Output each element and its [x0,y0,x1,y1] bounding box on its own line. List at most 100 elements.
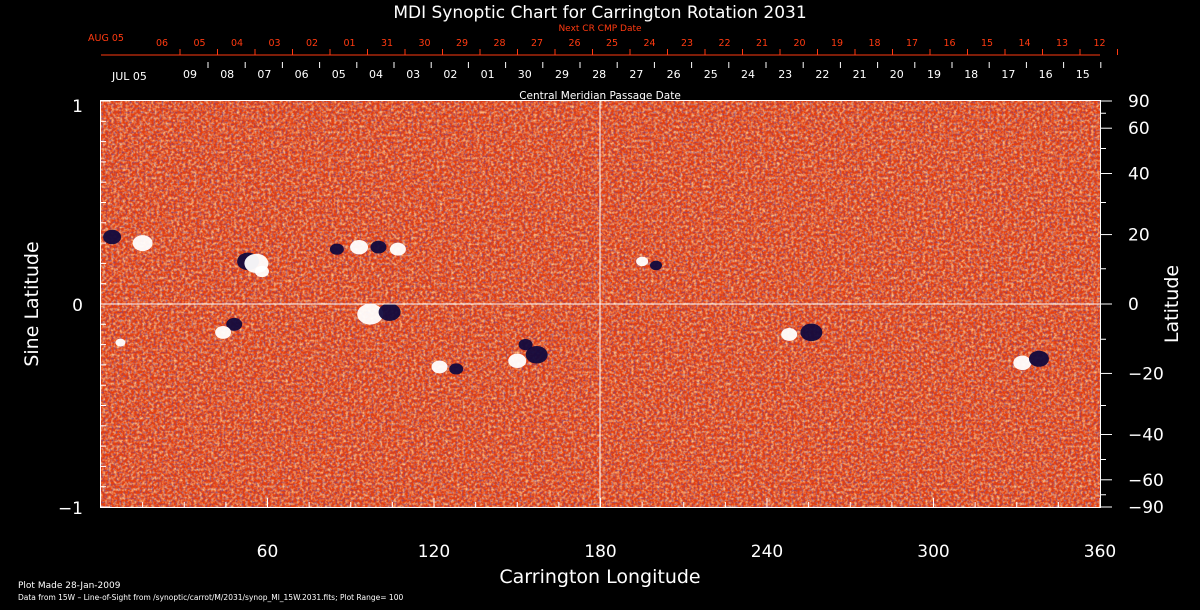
positive-region [132,235,153,252]
red-day-label: 28 [493,38,505,49]
top-red-axis-month: AUG 05 [88,33,124,44]
red-day-label: 03 [268,38,280,49]
lat-tick-label: −40 [1128,425,1164,445]
white-day-label: 21 [853,68,867,81]
y-tick-0: 0 [72,296,83,316]
white-day-label: 17 [1001,68,1015,81]
lat-tick-label: 90 [1128,92,1150,112]
positive-region [781,328,798,341]
red-day-label: 21 [756,38,768,49]
negative-region [226,317,243,331]
x-tick-label: 240 [751,542,783,562]
negative-region [525,345,548,364]
lat-tick-label: 40 [1128,165,1150,185]
x-tick-label: 60 [257,542,279,562]
red-day-label: 06 [156,38,168,49]
white-day-label: 05 [332,68,346,81]
white-day-label: 22 [815,68,829,81]
white-day-label: 28 [592,68,606,81]
white-day-label: 06 [295,68,309,81]
red-day-label: 14 [1018,38,1030,49]
red-day-label: 31 [381,38,393,49]
red-day-label: 20 [793,38,805,49]
chart-title: MDI Synoptic Chart for Carrington Rotati… [393,3,806,23]
top-red-axis-label: Next CR CMP Date [558,24,642,34]
x-tick-labels: 60 120 180 240 300 360 [257,542,1117,562]
positive-region [508,353,527,369]
red-day-label: 26 [568,38,580,49]
red-day-label: 02 [306,38,318,49]
positive-region [389,242,406,256]
negative-region [449,363,464,375]
negative-region [650,260,662,271]
white-day-label: 26 [667,68,681,81]
red-day-label: 25 [606,38,618,49]
white-day-label: 29 [555,68,569,81]
negative-region [518,339,533,351]
top-white-axis-label: Central Meridian Passage Date [519,90,681,102]
red-day-label: 29 [456,38,468,49]
positive-region [350,239,369,255]
negative-region [103,229,122,245]
top-white-axis-ticks: 09 08 07 06 05 04 03 02 01 30 29 28 27 26 25 24 23 22 21 20… [183,62,1102,81]
top-white-axis-month: JUL 05 [111,70,147,83]
y-tick-1: 1 [72,97,83,117]
negative-region [329,243,344,255]
y-tick-minus1: −1 [58,499,83,519]
positive-region [431,360,448,374]
red-day-label: 22 [718,38,730,49]
white-day-label: 20 [890,68,904,81]
white-day-label: 02 [443,68,457,81]
red-day-label: 13 [1056,38,1068,49]
lat-tick-label: −20 [1128,364,1164,384]
red-day-label: 17 [906,38,918,49]
negative-region [1028,350,1049,367]
white-day-label: 19 [927,68,941,81]
white-day-label: 25 [704,68,718,81]
red-day-label: 24 [643,38,655,49]
white-day-label: 01 [481,68,495,81]
data-source-note: Data from 15W – Line-of-Sight from /syno… [18,593,403,602]
positive-region [1013,355,1032,371]
right-axis-label: Latitude [1161,265,1183,343]
white-day-label: 23 [778,68,792,81]
top-red-axis-ticks: 06 05 04 03 02 01 31 30 29 28 27 26 25 24 23 22 21 20 19 18… [156,38,1118,55]
red-day-label: 27 [531,38,543,49]
red-day-label: 19 [831,38,843,49]
red-day-label: 15 [981,38,993,49]
y-axis-label: Sine Latitude [21,241,43,366]
negative-region [370,240,387,254]
lat-tick-label: 20 [1128,226,1150,246]
red-day-label: 12 [1093,38,1105,49]
lat-tick-label: −90 [1128,498,1164,518]
red-day-label: 05 [193,38,205,49]
latitude-tick-labels: 90 60 40 20 0 −20 −40 −60 −90 [1128,92,1164,518]
white-day-label: 07 [257,68,271,81]
x-tick-label: 120 [418,542,450,562]
x-tick-label: 300 [917,542,949,562]
lat-tick-label: 0 [1128,295,1139,315]
plot-made-note: Plot Made 28-Jan-2009 [18,581,121,591]
x-axis-label: Carrington Longitude [499,566,700,588]
white-day-label: 18 [964,68,978,81]
positive-region [254,265,269,278]
positive-region [115,338,126,347]
x-tick-label: 360 [1084,542,1116,562]
white-day-label: 03 [406,68,420,81]
white-day-label: 24 [741,68,755,81]
white-day-label: 27 [629,68,643,81]
positive-region [215,326,232,339]
white-day-label: 04 [369,68,383,81]
white-day-label: 30 [518,68,532,81]
axes-ticks [101,100,1112,508]
lat-tick-label: −60 [1128,471,1164,491]
red-day-label: 23 [681,38,693,49]
positive-region [636,256,649,267]
white-day-label: 08 [220,68,234,81]
red-day-label: 30 [418,38,430,49]
red-day-label: 04 [231,38,243,49]
red-day-label: 18 [868,38,880,49]
white-day-label: 16 [1039,68,1053,81]
negative-region [378,303,401,321]
